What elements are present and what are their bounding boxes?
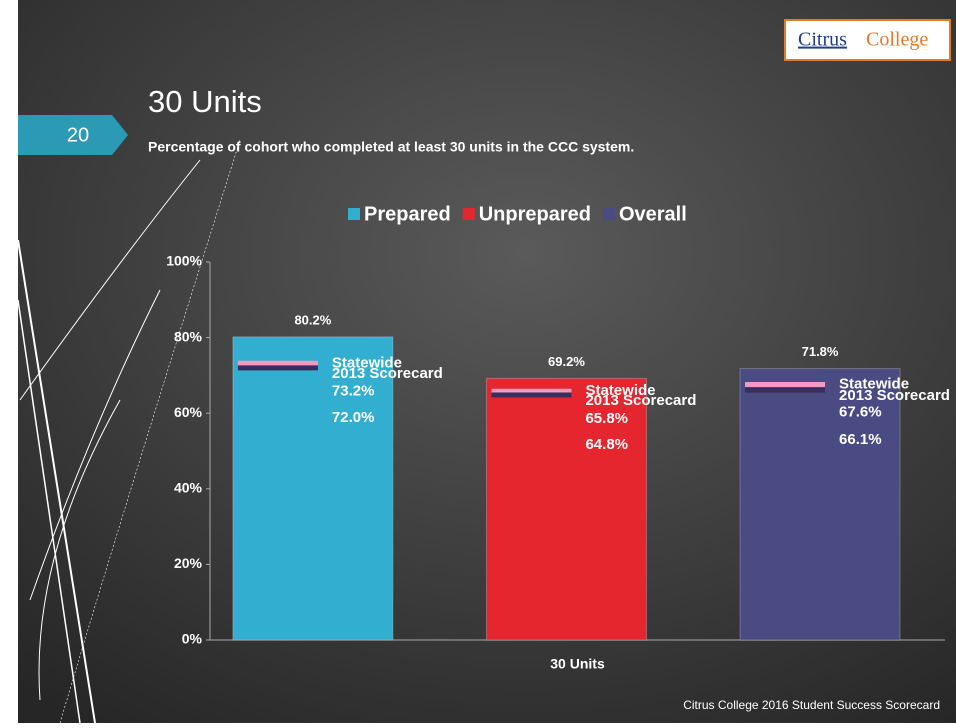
legend-label: Prepared bbox=[364, 203, 451, 225]
benchmark-name: Statewide bbox=[839, 375, 909, 392]
data-label: 80.2% bbox=[294, 312, 331, 327]
benchmark-label: 66.1% bbox=[839, 431, 882, 448]
legend-swatch bbox=[462, 208, 475, 220]
y-tick-label: 20% bbox=[174, 555, 203, 571]
left-strip bbox=[0, 0, 18, 723]
y-tick-label: 60% bbox=[174, 404, 203, 420]
bar bbox=[232, 336, 394, 641]
legend-swatch bbox=[602, 208, 615, 220]
benchmark-name: Statewide bbox=[332, 354, 402, 371]
data-label: 71.8% bbox=[802, 344, 839, 359]
slide-number-badge bbox=[18, 115, 128, 155]
benchmark-label: 64.8% bbox=[585, 436, 628, 453]
y-tick-label: 0% bbox=[182, 631, 203, 647]
benchmark-label: 65.8% bbox=[585, 410, 628, 427]
logo-box bbox=[784, 19, 951, 61]
benchmark-name: 2013 Scorecard bbox=[585, 392, 696, 409]
legend-label: Unprepared bbox=[479, 203, 591, 225]
benchmark-label: 67.6% bbox=[839, 403, 882, 420]
benchmark-name: Statewide bbox=[585, 382, 655, 399]
slide-title: 30 Units bbox=[148, 84, 262, 119]
y-tick-label: 80% bbox=[174, 328, 203, 344]
bar bbox=[485, 377, 647, 641]
y-tick-label: 40% bbox=[174, 480, 203, 496]
x-tick-label: 30 Units bbox=[550, 656, 605, 672]
legend-label: Overall bbox=[619, 203, 687, 225]
benchmark-label: 72.0% bbox=[332, 409, 375, 426]
logo-citrus: Citrus bbox=[798, 29, 847, 51]
slide-subtitle: Percentage of cohort who completed at le… bbox=[148, 139, 634, 155]
data-label: 69.2% bbox=[548, 354, 585, 369]
legend-swatch bbox=[348, 208, 360, 220]
slide-number: 20 bbox=[67, 124, 89, 146]
benchmark-label: 73.2% bbox=[332, 382, 375, 399]
bar bbox=[739, 368, 901, 641]
decorative-curves bbox=[17, 139, 241, 724]
logo-college: College bbox=[866, 29, 928, 51]
footer: Citrus College 2016 Student Success Scor… bbox=[683, 698, 940, 712]
y-tick-label: 100% bbox=[166, 253, 202, 269]
benchmark-name: 2013 Scorecard bbox=[332, 365, 443, 382]
benchmark-name: 2013 Scorecard bbox=[839, 387, 950, 404]
